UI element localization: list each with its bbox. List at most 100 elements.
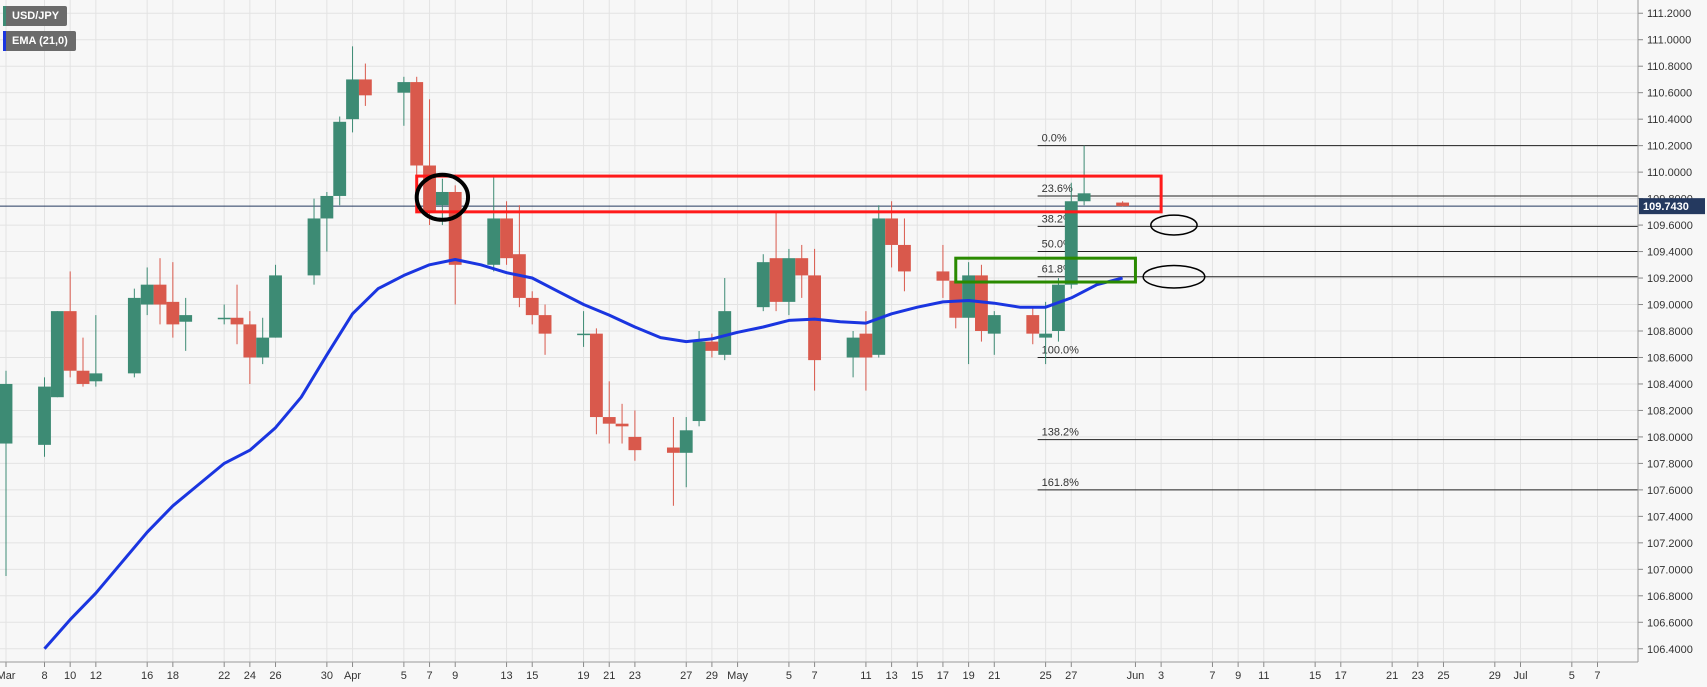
x-tick-label: 19 bbox=[577, 670, 589, 682]
candle-body bbox=[987, 315, 1001, 334]
x-tick-label: 5 bbox=[401, 670, 407, 682]
candle-body bbox=[962, 275, 976, 318]
bullish-candle bbox=[872, 205, 886, 358]
x-tick-label: 5 bbox=[786, 670, 792, 682]
candle-body bbox=[846, 337, 860, 358]
bearish-candle bbox=[1116, 201, 1130, 207]
candle-body bbox=[1026, 315, 1040, 334]
bearish-candle bbox=[410, 76, 424, 183]
candle-body bbox=[679, 430, 693, 453]
y-tick-label: 109.2000 bbox=[1647, 273, 1693, 285]
x-tick-label: 9 bbox=[1235, 670, 1241, 682]
x-tick-label: 11 bbox=[860, 670, 871, 682]
annotation-circle bbox=[1150, 214, 1198, 236]
bearish-candle bbox=[448, 185, 462, 305]
candle-body bbox=[63, 311, 77, 371]
x-tick-label: 19 bbox=[962, 670, 974, 682]
bearish-candle bbox=[358, 63, 372, 106]
bullish-candle bbox=[692, 331, 706, 427]
x-tick-label: 10 bbox=[64, 670, 76, 682]
candle-body bbox=[769, 258, 783, 302]
candle-body bbox=[423, 165, 436, 212]
candle-body bbox=[666, 447, 680, 453]
bearish-candle bbox=[166, 262, 180, 338]
bearish-candle bbox=[153, 258, 167, 325]
fibonacci-layer: 0.0%23.6%38.2%50.0%61.8%100.0%138.2%161.… bbox=[0, 133, 1638, 491]
x-tick-label: 26 bbox=[269, 670, 281, 682]
ema-legend-tag[interactable]: EMA (21,0) bbox=[3, 31, 76, 51]
x-tick-label: 24 bbox=[244, 670, 256, 682]
candle-body bbox=[577, 333, 590, 336]
bullish-candle bbox=[320, 191, 334, 252]
candle-body bbox=[885, 218, 899, 245]
candle-body bbox=[705, 341, 719, 351]
y-tick-label: 106.4000 bbox=[1647, 644, 1693, 656]
bullish-candle bbox=[1064, 182, 1078, 289]
x-tick-label: May bbox=[727, 670, 748, 682]
candle-body bbox=[307, 218, 321, 276]
bullish-candle bbox=[50, 311, 64, 398]
bearish-candle bbox=[243, 311, 257, 384]
bullish-candle bbox=[718, 278, 732, 361]
y-tick-label: 106.8000 bbox=[1647, 591, 1693, 603]
x-tick-label: 13 bbox=[500, 670, 512, 682]
y-tick-label: 110.6000 bbox=[1647, 88, 1692, 100]
candle-body bbox=[435, 191, 449, 206]
candle-body bbox=[269, 275, 282, 338]
candle-body bbox=[1039, 333, 1053, 338]
candle-body bbox=[872, 218, 886, 355]
x-tick-label: 8 bbox=[41, 670, 47, 682]
x-tick-label: 17 bbox=[1335, 670, 1347, 682]
candle-body bbox=[782, 258, 796, 302]
x-tick-label: 22 bbox=[218, 670, 230, 682]
x-tick-label: Jul bbox=[1513, 670, 1527, 682]
x-tick-label: 9 bbox=[452, 670, 458, 682]
x-tick-label: 7 bbox=[426, 670, 432, 682]
bullish-candle bbox=[1039, 301, 1053, 365]
candle-body bbox=[243, 324, 257, 358]
y-tick-label: 107.0000 bbox=[1647, 564, 1693, 576]
bearish-candle bbox=[898, 218, 911, 292]
candle-body bbox=[230, 317, 244, 325]
candle-body bbox=[1064, 201, 1078, 285]
x-tick-label: 25 bbox=[1039, 670, 1051, 682]
x-tick-label: 29 bbox=[1489, 670, 1501, 682]
bearish-candle bbox=[602, 381, 616, 444]
symbol-legend-tag[interactable]: USD/JPY bbox=[3, 6, 68, 26]
bearish-candle bbox=[936, 244, 950, 298]
bullish-candle bbox=[397, 76, 411, 126]
candle-body bbox=[602, 417, 616, 424]
y-tick-label: 111.0000 bbox=[1647, 35, 1691, 47]
candle-body bbox=[448, 191, 462, 265]
candle-body bbox=[718, 311, 732, 355]
candle-body bbox=[525, 297, 539, 316]
candle-body bbox=[256, 337, 270, 358]
annotation-layer bbox=[414, 172, 1206, 289]
x-tick-label: 15 bbox=[911, 670, 923, 682]
x-tick-label: 7 bbox=[1594, 670, 1600, 682]
bullish-candle bbox=[217, 304, 231, 325]
bullish-candle bbox=[577, 311, 590, 347]
y-tick-label: 110.8000 bbox=[1647, 61, 1692, 73]
bearish-candle bbox=[525, 291, 539, 325]
bearish-candle bbox=[795, 244, 809, 298]
candle-body bbox=[410, 82, 424, 166]
symbol-legend-label: USD/JPY bbox=[12, 10, 60, 22]
bullish-candle bbox=[307, 198, 321, 285]
fib-level-label: 100.0% bbox=[1042, 344, 1080, 356]
bearish-candle bbox=[589, 328, 603, 435]
ema-line bbox=[43, 258, 1123, 650]
candle-body bbox=[615, 423, 629, 427]
x-tick-label: 30 bbox=[321, 670, 333, 682]
candle-body bbox=[76, 370, 90, 384]
bullish-candle bbox=[487, 174, 501, 272]
x-tick-label: 29 bbox=[706, 670, 718, 682]
x-tick-label: Apr bbox=[344, 670, 361, 682]
y-tick-label: 107.6000 bbox=[1647, 485, 1693, 497]
y-tick-label: 110.2000 bbox=[1647, 141, 1692, 153]
fib-level-label: 161.8% bbox=[1042, 477, 1080, 489]
y-tick-label: 109.6000 bbox=[1647, 220, 1693, 232]
